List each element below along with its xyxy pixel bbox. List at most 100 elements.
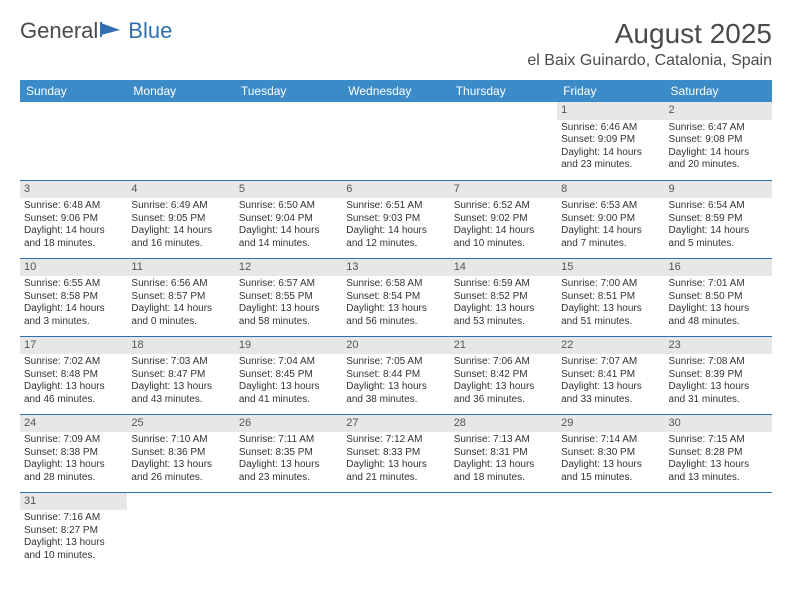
day-details: Sunrise: 7:10 AMSunset: 8:36 PMDaylight:… (127, 432, 234, 488)
day-line: Sunrise: 6:49 AM (131, 200, 230, 213)
day-number: 6 (342, 181, 449, 199)
calendar-cell: 15Sunrise: 7:00 AMSunset: 8:51 PMDayligh… (557, 258, 664, 336)
day-line: Sunrise: 7:08 AM (669, 356, 768, 369)
day-line: Daylight: 13 hours (561, 459, 660, 472)
day-line: Daylight: 13 hours (239, 303, 338, 316)
day-line: Sunset: 8:58 PM (24, 291, 123, 304)
day-line: and 10 minutes. (24, 550, 123, 563)
day-line: Daylight: 13 hours (454, 381, 553, 394)
calendar-cell: 5Sunrise: 6:50 AMSunset: 9:04 PMDaylight… (235, 180, 342, 258)
calendar-cell: 11Sunrise: 6:56 AMSunset: 8:57 PMDayligh… (127, 258, 234, 336)
calendar-row: 1Sunrise: 6:46 AMSunset: 9:09 PMDaylight… (20, 102, 772, 180)
day-number: 10 (20, 259, 127, 277)
calendar-row: 17Sunrise: 7:02 AMSunset: 8:48 PMDayligh… (20, 336, 772, 414)
day-line: Sunset: 8:28 PM (669, 447, 768, 460)
day-line: and 23 minutes. (239, 472, 338, 485)
day-line: Sunrise: 7:11 AM (239, 434, 338, 447)
day-number: 21 (450, 337, 557, 355)
day-number: 23 (665, 337, 772, 355)
day-details: Sunrise: 7:15 AMSunset: 8:28 PMDaylight:… (665, 432, 772, 488)
day-line: Daylight: 14 hours (669, 147, 768, 160)
day-details: Sunrise: 7:12 AMSunset: 8:33 PMDaylight:… (342, 432, 449, 488)
day-number: 4 (127, 181, 234, 199)
calendar-cell: 1Sunrise: 6:46 AMSunset: 9:09 PMDaylight… (557, 102, 664, 180)
calendar-cell (235, 102, 342, 180)
day-line: Sunset: 8:50 PM (669, 291, 768, 304)
day-line: Sunrise: 6:56 AM (131, 278, 230, 291)
calendar-cell: 30Sunrise: 7:15 AMSunset: 8:28 PMDayligh… (665, 414, 772, 492)
day-line: Sunrise: 6:57 AM (239, 278, 338, 291)
day-number: 13 (342, 259, 449, 277)
day-line: and 41 minutes. (239, 394, 338, 407)
day-line: Sunrise: 7:03 AM (131, 356, 230, 369)
day-line: Sunrise: 7:07 AM (561, 356, 660, 369)
day-line: Daylight: 13 hours (669, 381, 768, 394)
day-line: Daylight: 14 hours (454, 225, 553, 238)
day-line: and 48 minutes. (669, 316, 768, 329)
day-details: Sunrise: 6:59 AMSunset: 8:52 PMDaylight:… (450, 276, 557, 332)
day-line: Sunrise: 6:46 AM (561, 122, 660, 135)
day-line: and 18 minutes. (454, 472, 553, 485)
calendar-row: 31Sunrise: 7:16 AMSunset: 8:27 PMDayligh… (20, 492, 772, 570)
calendar-cell: 12Sunrise: 6:57 AMSunset: 8:55 PMDayligh… (235, 258, 342, 336)
day-line: Sunset: 9:04 PM (239, 213, 338, 226)
calendar-table: Sunday Monday Tuesday Wednesday Thursday… (20, 80, 772, 570)
day-line: Daylight: 13 hours (346, 459, 445, 472)
day-line: Daylight: 14 hours (561, 225, 660, 238)
day-header: Wednesday (342, 80, 449, 102)
day-line: and 16 minutes. (131, 238, 230, 251)
day-line: Sunrise: 7:13 AM (454, 434, 553, 447)
calendar-cell: 22Sunrise: 7:07 AMSunset: 8:41 PMDayligh… (557, 336, 664, 414)
day-line: Sunset: 9:08 PM (669, 134, 768, 147)
day-line: Sunset: 9:03 PM (346, 213, 445, 226)
day-line: Sunset: 8:51 PM (561, 291, 660, 304)
calendar-cell (665, 492, 772, 570)
day-line: Sunset: 8:45 PM (239, 369, 338, 382)
day-details: Sunrise: 6:48 AMSunset: 9:06 PMDaylight:… (20, 198, 127, 254)
day-number: 9 (665, 181, 772, 199)
day-line: Daylight: 14 hours (24, 225, 123, 238)
day-line: and 7 minutes. (561, 238, 660, 251)
day-number: 24 (20, 415, 127, 433)
day-details: Sunrise: 6:47 AMSunset: 9:08 PMDaylight:… (665, 120, 772, 176)
day-header: Sunday (20, 80, 127, 102)
day-line: Sunset: 8:33 PM (346, 447, 445, 460)
day-number: 16 (665, 259, 772, 277)
day-number: 18 (127, 337, 234, 355)
day-line: Daylight: 13 hours (454, 303, 553, 316)
day-header-row: Sunday Monday Tuesday Wednesday Thursday… (20, 80, 772, 102)
day-line: Sunset: 8:31 PM (454, 447, 553, 460)
header: General Blue August 2025 el Baix Guinard… (20, 18, 772, 70)
day-number: 19 (235, 337, 342, 355)
day-line: and 33 minutes. (561, 394, 660, 407)
day-number: 1 (557, 102, 664, 120)
day-line: and 38 minutes. (346, 394, 445, 407)
calendar-cell (557, 492, 664, 570)
day-details: Sunrise: 6:54 AMSunset: 8:59 PMDaylight:… (665, 198, 772, 254)
day-line: Daylight: 13 hours (239, 459, 338, 472)
day-line: Sunrise: 7:10 AM (131, 434, 230, 447)
day-line: Sunrise: 7:01 AM (669, 278, 768, 291)
calendar-cell: 28Sunrise: 7:13 AMSunset: 8:31 PMDayligh… (450, 414, 557, 492)
day-line: and 23 minutes. (561, 159, 660, 172)
day-line: Sunset: 8:57 PM (131, 291, 230, 304)
day-line: and 56 minutes. (346, 316, 445, 329)
logo-text-blue: Blue (128, 18, 172, 44)
day-line: Daylight: 13 hours (131, 459, 230, 472)
calendar-cell: 19Sunrise: 7:04 AMSunset: 8:45 PMDayligh… (235, 336, 342, 414)
day-line: Sunrise: 6:59 AM (454, 278, 553, 291)
day-number: 12 (235, 259, 342, 277)
day-line: Sunrise: 7:14 AM (561, 434, 660, 447)
day-line: Daylight: 13 hours (24, 381, 123, 394)
calendar-cell (450, 492, 557, 570)
day-line: and 31 minutes. (669, 394, 768, 407)
day-number: 14 (450, 259, 557, 277)
day-line: and 14 minutes. (239, 238, 338, 251)
day-line: Sunrise: 7:06 AM (454, 356, 553, 369)
day-number: 2 (665, 102, 772, 120)
calendar-cell: 29Sunrise: 7:14 AMSunset: 8:30 PMDayligh… (557, 414, 664, 492)
day-line: Sunset: 8:59 PM (669, 213, 768, 226)
day-line: and 20 minutes. (669, 159, 768, 172)
day-line: and 21 minutes. (346, 472, 445, 485)
calendar-cell (235, 492, 342, 570)
